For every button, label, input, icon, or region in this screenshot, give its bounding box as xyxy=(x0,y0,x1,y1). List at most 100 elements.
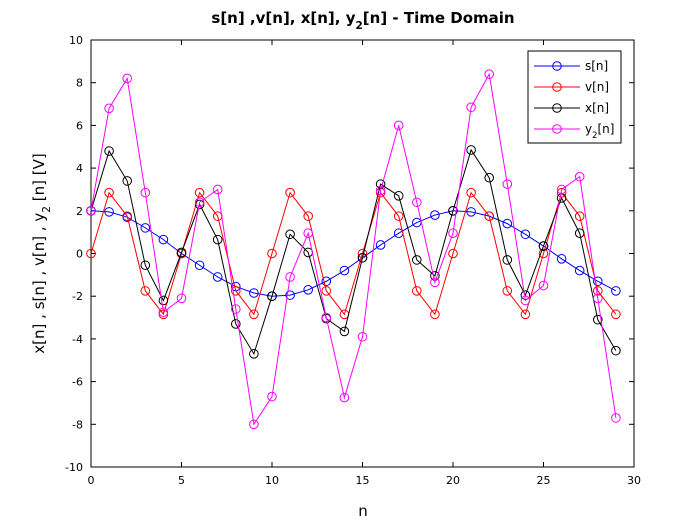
data-point xyxy=(339,326,350,337)
y-tick-label: 10 xyxy=(69,34,83,47)
data-point xyxy=(574,265,585,276)
data-point xyxy=(303,211,314,221)
series-3 xyxy=(86,69,621,430)
data-point xyxy=(466,102,476,113)
data-point xyxy=(231,304,241,314)
x-tick-label: 15 xyxy=(356,474,370,487)
data-point xyxy=(122,176,132,186)
legend-label: s[n] xyxy=(585,59,608,73)
data-point xyxy=(375,185,386,196)
x-axis-label: n xyxy=(358,502,368,520)
data-point xyxy=(393,211,404,221)
axis-ticks: 0 5 10 15 20 25 30 -10 -8 -6 -4 -2 0 2 4 6 8 10 xyxy=(65,34,641,487)
data-point xyxy=(448,206,458,216)
legend-marker xyxy=(552,103,562,113)
y-tick-label: 8 xyxy=(76,77,83,90)
y-tick-label: -10 xyxy=(65,461,83,474)
chart-title: s[n] ,v[n], x[n], y2[n] - Time Domain xyxy=(211,9,514,32)
y-tick-label: 6 xyxy=(76,119,83,132)
data-point xyxy=(538,248,549,259)
data-point xyxy=(357,331,368,342)
data-point xyxy=(194,197,205,208)
series-line xyxy=(90,148,617,356)
data-point xyxy=(611,286,621,296)
data-point xyxy=(231,319,241,329)
y-tick-label: -4 xyxy=(72,333,83,346)
data-point xyxy=(574,171,585,182)
legend-entry: x[n] xyxy=(534,101,609,115)
data-point xyxy=(430,277,440,288)
data-point xyxy=(593,293,603,304)
data-point xyxy=(158,234,169,245)
data-point xyxy=(430,210,440,220)
data-point xyxy=(321,276,332,287)
data-point xyxy=(122,73,132,84)
data-point xyxy=(538,241,549,251)
x-tick-label: 20 xyxy=(446,474,460,487)
data-point xyxy=(267,391,277,402)
legend-label: x[n] xyxy=(585,101,609,115)
legend-marker xyxy=(552,82,562,92)
data-point xyxy=(158,295,169,306)
data-point xyxy=(593,314,603,325)
data-point xyxy=(448,248,458,259)
data-point xyxy=(321,312,332,323)
data-point xyxy=(212,184,223,195)
data-point xyxy=(285,187,295,198)
data-point xyxy=(285,272,295,282)
legend-entry: v[n] xyxy=(534,80,609,94)
x-tick-label: 10 xyxy=(265,474,279,487)
data-point xyxy=(194,260,205,271)
series-1 xyxy=(86,187,621,320)
data-point xyxy=(466,187,476,198)
data-point xyxy=(574,228,585,239)
data-point xyxy=(357,252,368,263)
data-point xyxy=(520,295,531,306)
data-point xyxy=(412,197,422,208)
x-tick-label: 0 xyxy=(88,474,95,487)
data-point xyxy=(502,255,513,265)
data-point xyxy=(393,120,404,131)
data-point xyxy=(285,229,295,240)
data-point xyxy=(303,284,314,295)
data-point xyxy=(375,240,386,250)
data-point xyxy=(86,248,96,259)
data-point xyxy=(86,206,96,216)
data-point xyxy=(321,286,332,296)
data-point xyxy=(249,309,259,320)
data-point xyxy=(466,145,476,155)
data-point xyxy=(574,211,585,221)
data-point xyxy=(484,172,495,183)
data-point xyxy=(502,218,513,229)
y-tick-label: 4 xyxy=(76,162,83,175)
data-point xyxy=(212,234,223,245)
data-point xyxy=(556,184,567,195)
data-point xyxy=(249,419,259,430)
legend-marker xyxy=(552,61,562,71)
data-point xyxy=(140,187,151,198)
x-tick-label: 25 xyxy=(537,474,551,487)
y-tick-label: 0 xyxy=(76,248,83,261)
data-point xyxy=(194,199,205,210)
y-tick-label: -6 xyxy=(72,376,83,389)
data-point xyxy=(484,211,495,221)
legend: s[n] v[n] x[n] y2[n] xyxy=(527,50,622,144)
data-point xyxy=(231,286,241,296)
data-point xyxy=(140,260,151,271)
y-tick-label: -8 xyxy=(72,418,83,431)
series-line xyxy=(90,72,617,426)
data-point xyxy=(339,392,350,403)
legend-entry: s[n] xyxy=(534,59,608,73)
data-point xyxy=(267,248,277,259)
data-point xyxy=(412,286,422,296)
data-point xyxy=(593,276,603,287)
data-point xyxy=(158,307,169,318)
data-point xyxy=(448,228,458,239)
data-point xyxy=(520,229,531,240)
series-line xyxy=(90,210,617,297)
y-tick-label: -2 xyxy=(72,290,83,303)
data-point xyxy=(484,69,495,79)
data-point xyxy=(520,309,531,320)
data-point xyxy=(104,103,114,114)
